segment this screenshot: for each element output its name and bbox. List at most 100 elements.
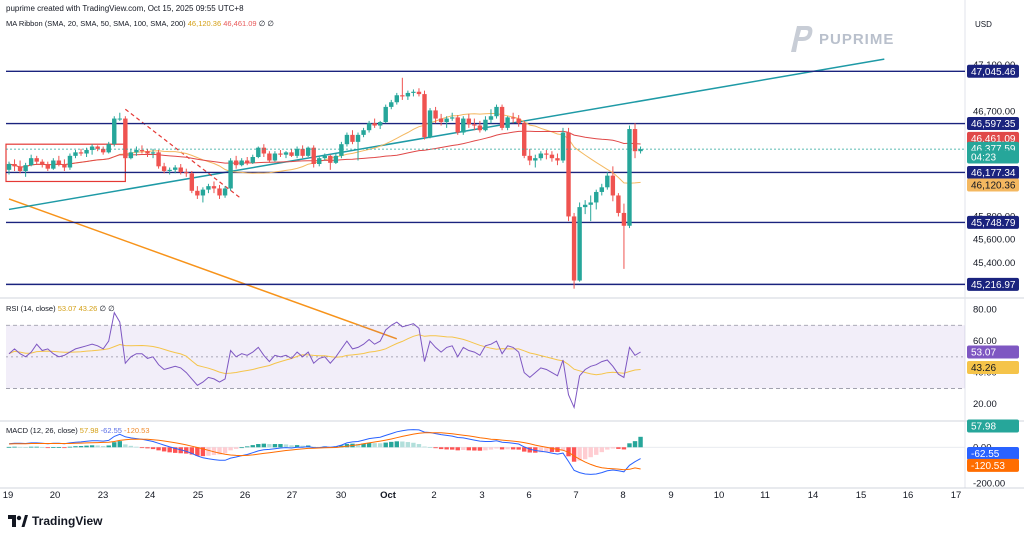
candle-body	[78, 152, 84, 154]
candle-body	[389, 102, 394, 107]
candle-body	[383, 106, 388, 123]
macd-histogram-bar	[272, 444, 278, 448]
macd-histogram-bar	[12, 446, 17, 448]
level-price-tag: 47,045.46	[971, 67, 1016, 78]
macd-histogram-bar	[427, 447, 433, 448]
macd-histogram-bar	[433, 447, 438, 449]
candle-body	[588, 202, 593, 205]
candle-body	[522, 123, 527, 156]
level-price-tag-bg	[967, 165, 1019, 179]
puprime-logo: PUPRIME	[787, 22, 894, 56]
candle-body	[394, 95, 399, 103]
macd-legend[interactable]: MACD (12, 26, close) 57.98 -62.55 -120.5…	[6, 426, 149, 435]
candle-body	[582, 204, 588, 208]
candle-body	[17, 166, 23, 171]
candle-body	[377, 122, 383, 126]
time-axis-tick: 30	[336, 490, 347, 501]
macd-histogram-bar	[372, 443, 377, 448]
macd-histogram-bar	[510, 447, 516, 450]
candle-body	[322, 155, 327, 159]
candle-body	[100, 148, 106, 153]
candle-body	[239, 160, 244, 166]
macd-signal-line	[8, 432, 641, 471]
rsi-axis-tick: 20.00	[973, 399, 997, 410]
time-axis-tick: 10	[714, 490, 725, 501]
macd-histogram-bar	[621, 447, 627, 450]
candle-body	[200, 189, 206, 196]
macd-histogram-bar	[134, 446, 139, 448]
macd-histogram-bar	[250, 445, 255, 448]
time-axis-tick: 19	[3, 490, 14, 501]
candle-body	[178, 167, 183, 173]
candle-body	[195, 190, 200, 196]
candle-body	[305, 147, 311, 156]
macd-histogram-bar	[472, 447, 477, 451]
macd-histogram-bar	[233, 447, 239, 449]
rsi-legend[interactable]: RSI (14, close) 53.07 43.26 ∅ ∅	[6, 304, 115, 313]
tradingview-logo-icon	[8, 515, 28, 527]
candle-body	[372, 123, 377, 126]
macd-histogram-bar	[145, 447, 150, 449]
candle-body	[217, 188, 222, 196]
candle-body	[344, 134, 350, 145]
macd-histogram-bar	[161, 447, 167, 452]
candle-body	[228, 160, 233, 189]
macd-histogram-bar	[389, 441, 394, 448]
macd-histogram-bar	[228, 447, 233, 451]
macd-histogram-bar	[167, 447, 172, 453]
macd-histogram-bar	[222, 447, 228, 454]
rsi-band-fill	[6, 325, 965, 389]
orange-trend-line	[8, 198, 398, 340]
macd-histogram-bar	[571, 447, 577, 462]
macd-histogram-bar	[23, 447, 28, 448]
candle-body	[571, 216, 577, 281]
macd-histogram-bar	[84, 445, 89, 448]
candle-body	[45, 164, 50, 169]
chart-credit: puprime created with TradingView.com, Oc…	[6, 4, 244, 13]
macd-histogram-bar	[344, 444, 350, 448]
macd-histogram-bar	[294, 445, 300, 448]
candle-body	[477, 125, 483, 131]
ma-red-price-tag-bg	[967, 131, 1019, 145]
macd-histogram-bar	[483, 447, 488, 451]
macd-histogram-bar	[200, 447, 206, 457]
macd-histogram-bar	[245, 446, 250, 448]
macd-line-tag: -62.55	[971, 449, 1000, 460]
macd-histogram-bar	[400, 441, 405, 448]
candle-body	[433, 110, 438, 119]
time-axis-tick: 17	[951, 490, 962, 501]
candle-body	[577, 207, 582, 281]
macd-histogram-bar	[67, 446, 73, 448]
macd-histogram-bar	[89, 445, 95, 448]
macd-line-value: -62.55	[100, 426, 122, 435]
macd-histogram-bar	[45, 447, 50, 449]
ma-ribbon-value-2: 46,461.09	[223, 19, 257, 28]
macd-histogram-bar	[283, 444, 289, 448]
candle-body	[12, 164, 17, 167]
candle-body	[56, 160, 62, 164]
macd-histogram-bar	[173, 447, 178, 453]
candle-body	[555, 158, 560, 161]
puprime-logo-icon	[791, 26, 813, 52]
macd-histogram-bar	[184, 447, 189, 454]
candle-body	[245, 160, 250, 163]
macd-histogram-bar	[588, 447, 593, 458]
ma-ribbon-legend[interactable]: MA Ribbon (SMA, 20, SMA, 50, SMA, 100, S…	[6, 19, 274, 28]
candle-body	[95, 146, 100, 149]
candle-body	[173, 167, 178, 170]
level-price-tag-bg	[967, 117, 1019, 131]
macd-histogram-bar	[416, 444, 422, 448]
candle-body	[627, 129, 632, 226]
candle-body	[250, 157, 255, 163]
candle-body	[499, 106, 505, 128]
macd-histogram-bar	[516, 447, 521, 450]
macd-histogram-bar	[505, 447, 510, 450]
macd-histogram-bar	[627, 443, 632, 448]
candle-body	[366, 123, 372, 131]
macd-histogram-bar	[594, 447, 599, 455]
macd-histogram-bar	[610, 447, 616, 449]
time-axis-tick: 15	[856, 490, 867, 501]
macd-histogram-bar	[206, 447, 211, 456]
macd-histogram-bar	[477, 447, 483, 451]
